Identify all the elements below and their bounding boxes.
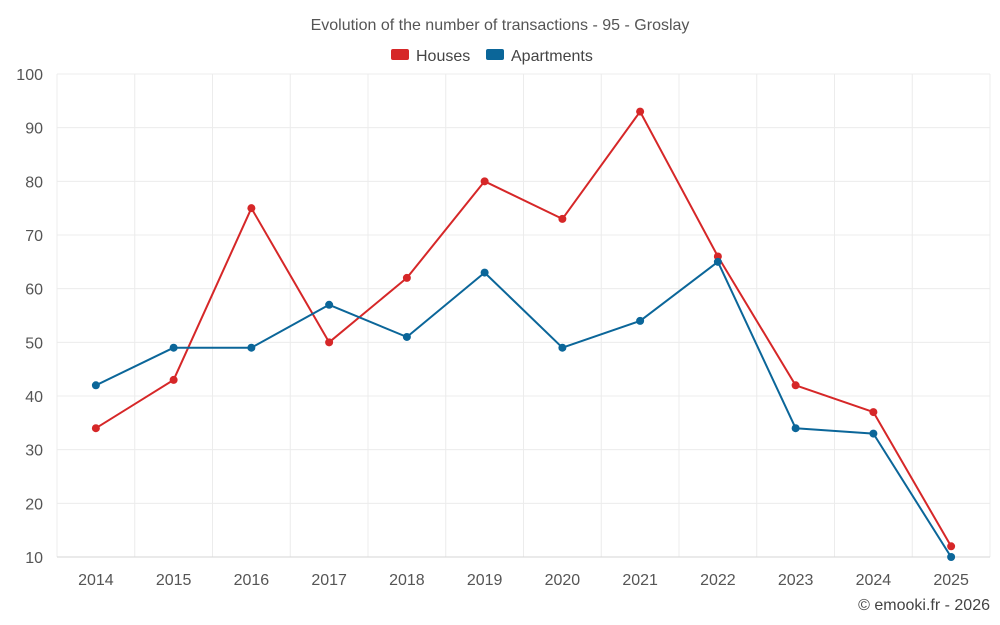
data-point-houses[interactable] bbox=[947, 542, 956, 551]
data-point-houses[interactable] bbox=[402, 273, 411, 282]
legend-item-apartments[interactable]: Apartments bbox=[486, 48, 593, 65]
x-tick-label: 2014 bbox=[78, 572, 114, 589]
data-point-apartments[interactable] bbox=[947, 553, 956, 561]
y-tick-label: 10 bbox=[25, 550, 43, 567]
y-tick-label: 20 bbox=[25, 496, 43, 513]
data-point-apartments[interactable] bbox=[169, 343, 178, 352]
x-tick-label: 2020 bbox=[545, 572, 581, 589]
y-tick-label: 90 bbox=[25, 121, 43, 138]
data-point-houses[interactable] bbox=[480, 177, 489, 186]
x-tick-label: 2019 bbox=[467, 572, 503, 589]
x-tick-label: 2016 bbox=[234, 572, 270, 589]
chart-title: Evolution of the number of transactions … bbox=[311, 17, 690, 34]
x-tick-label: 2017 bbox=[311, 572, 347, 589]
y-tick-label: 70 bbox=[25, 228, 43, 245]
data-point-houses[interactable] bbox=[91, 424, 100, 433]
data-point-apartments[interactable] bbox=[402, 332, 411, 341]
x-tick-label: 2023 bbox=[778, 572, 814, 589]
data-point-apartments[interactable] bbox=[869, 429, 878, 438]
legend-item-houses[interactable]: Houses bbox=[391, 48, 470, 65]
data-point-apartments[interactable] bbox=[558, 343, 567, 352]
y-tick-label: 80 bbox=[25, 174, 43, 191]
x-axis: 2014 2015 2016 2017 2018 2019 2020 2021 2022 2023… bbox=[57, 556, 990, 589]
y-tick-label: 100 bbox=[16, 67, 43, 84]
legend-swatch-apartments bbox=[486, 49, 504, 60]
data-point-houses[interactable] bbox=[558, 214, 567, 223]
series-layer bbox=[91, 107, 956, 561]
legend-label-apartments: Apartments bbox=[511, 48, 593, 65]
legend: Houses Apartments bbox=[391, 48, 593, 65]
legend-label-houses: Houses bbox=[416, 48, 470, 65]
y-tick-label: 30 bbox=[25, 443, 43, 460]
y-tick-label: 40 bbox=[25, 389, 43, 406]
data-point-apartments[interactable] bbox=[636, 316, 645, 325]
data-point-apartments[interactable] bbox=[91, 381, 100, 390]
series-line-houses bbox=[95, 110, 952, 547]
y-axis: 10 20 30 40 50 60 70 80 90 100 bbox=[16, 67, 43, 567]
x-tick-label: 2025 bbox=[933, 572, 969, 589]
y-tick-label: 50 bbox=[25, 335, 43, 352]
data-point-apartments[interactable] bbox=[325, 300, 334, 309]
data-point-apartments[interactable] bbox=[713, 257, 722, 266]
series-line-apartments bbox=[95, 260, 952, 558]
legend-swatch-houses bbox=[391, 49, 409, 60]
grid bbox=[56, 73, 991, 558]
data-point-houses[interactable] bbox=[791, 381, 800, 390]
x-tick-label: 2018 bbox=[389, 572, 425, 589]
data-point-houses[interactable] bbox=[636, 107, 645, 116]
data-point-apartments[interactable] bbox=[247, 343, 256, 352]
x-tick-label: 2022 bbox=[700, 572, 736, 589]
data-point-houses[interactable] bbox=[869, 408, 878, 417]
data-point-apartments[interactable] bbox=[480, 268, 489, 277]
data-point-apartments[interactable] bbox=[791, 424, 800, 433]
y-tick-label: 60 bbox=[25, 282, 43, 299]
data-point-houses[interactable] bbox=[325, 338, 334, 347]
x-tick-label: 2021 bbox=[622, 572, 658, 589]
data-point-houses[interactable] bbox=[247, 204, 256, 213]
x-tick-label: 2015 bbox=[156, 572, 192, 589]
credit-text: © emooki.fr - 2026 bbox=[858, 597, 990, 614]
data-point-houses[interactable] bbox=[169, 375, 178, 384]
x-tick-label: 2024 bbox=[856, 572, 892, 589]
